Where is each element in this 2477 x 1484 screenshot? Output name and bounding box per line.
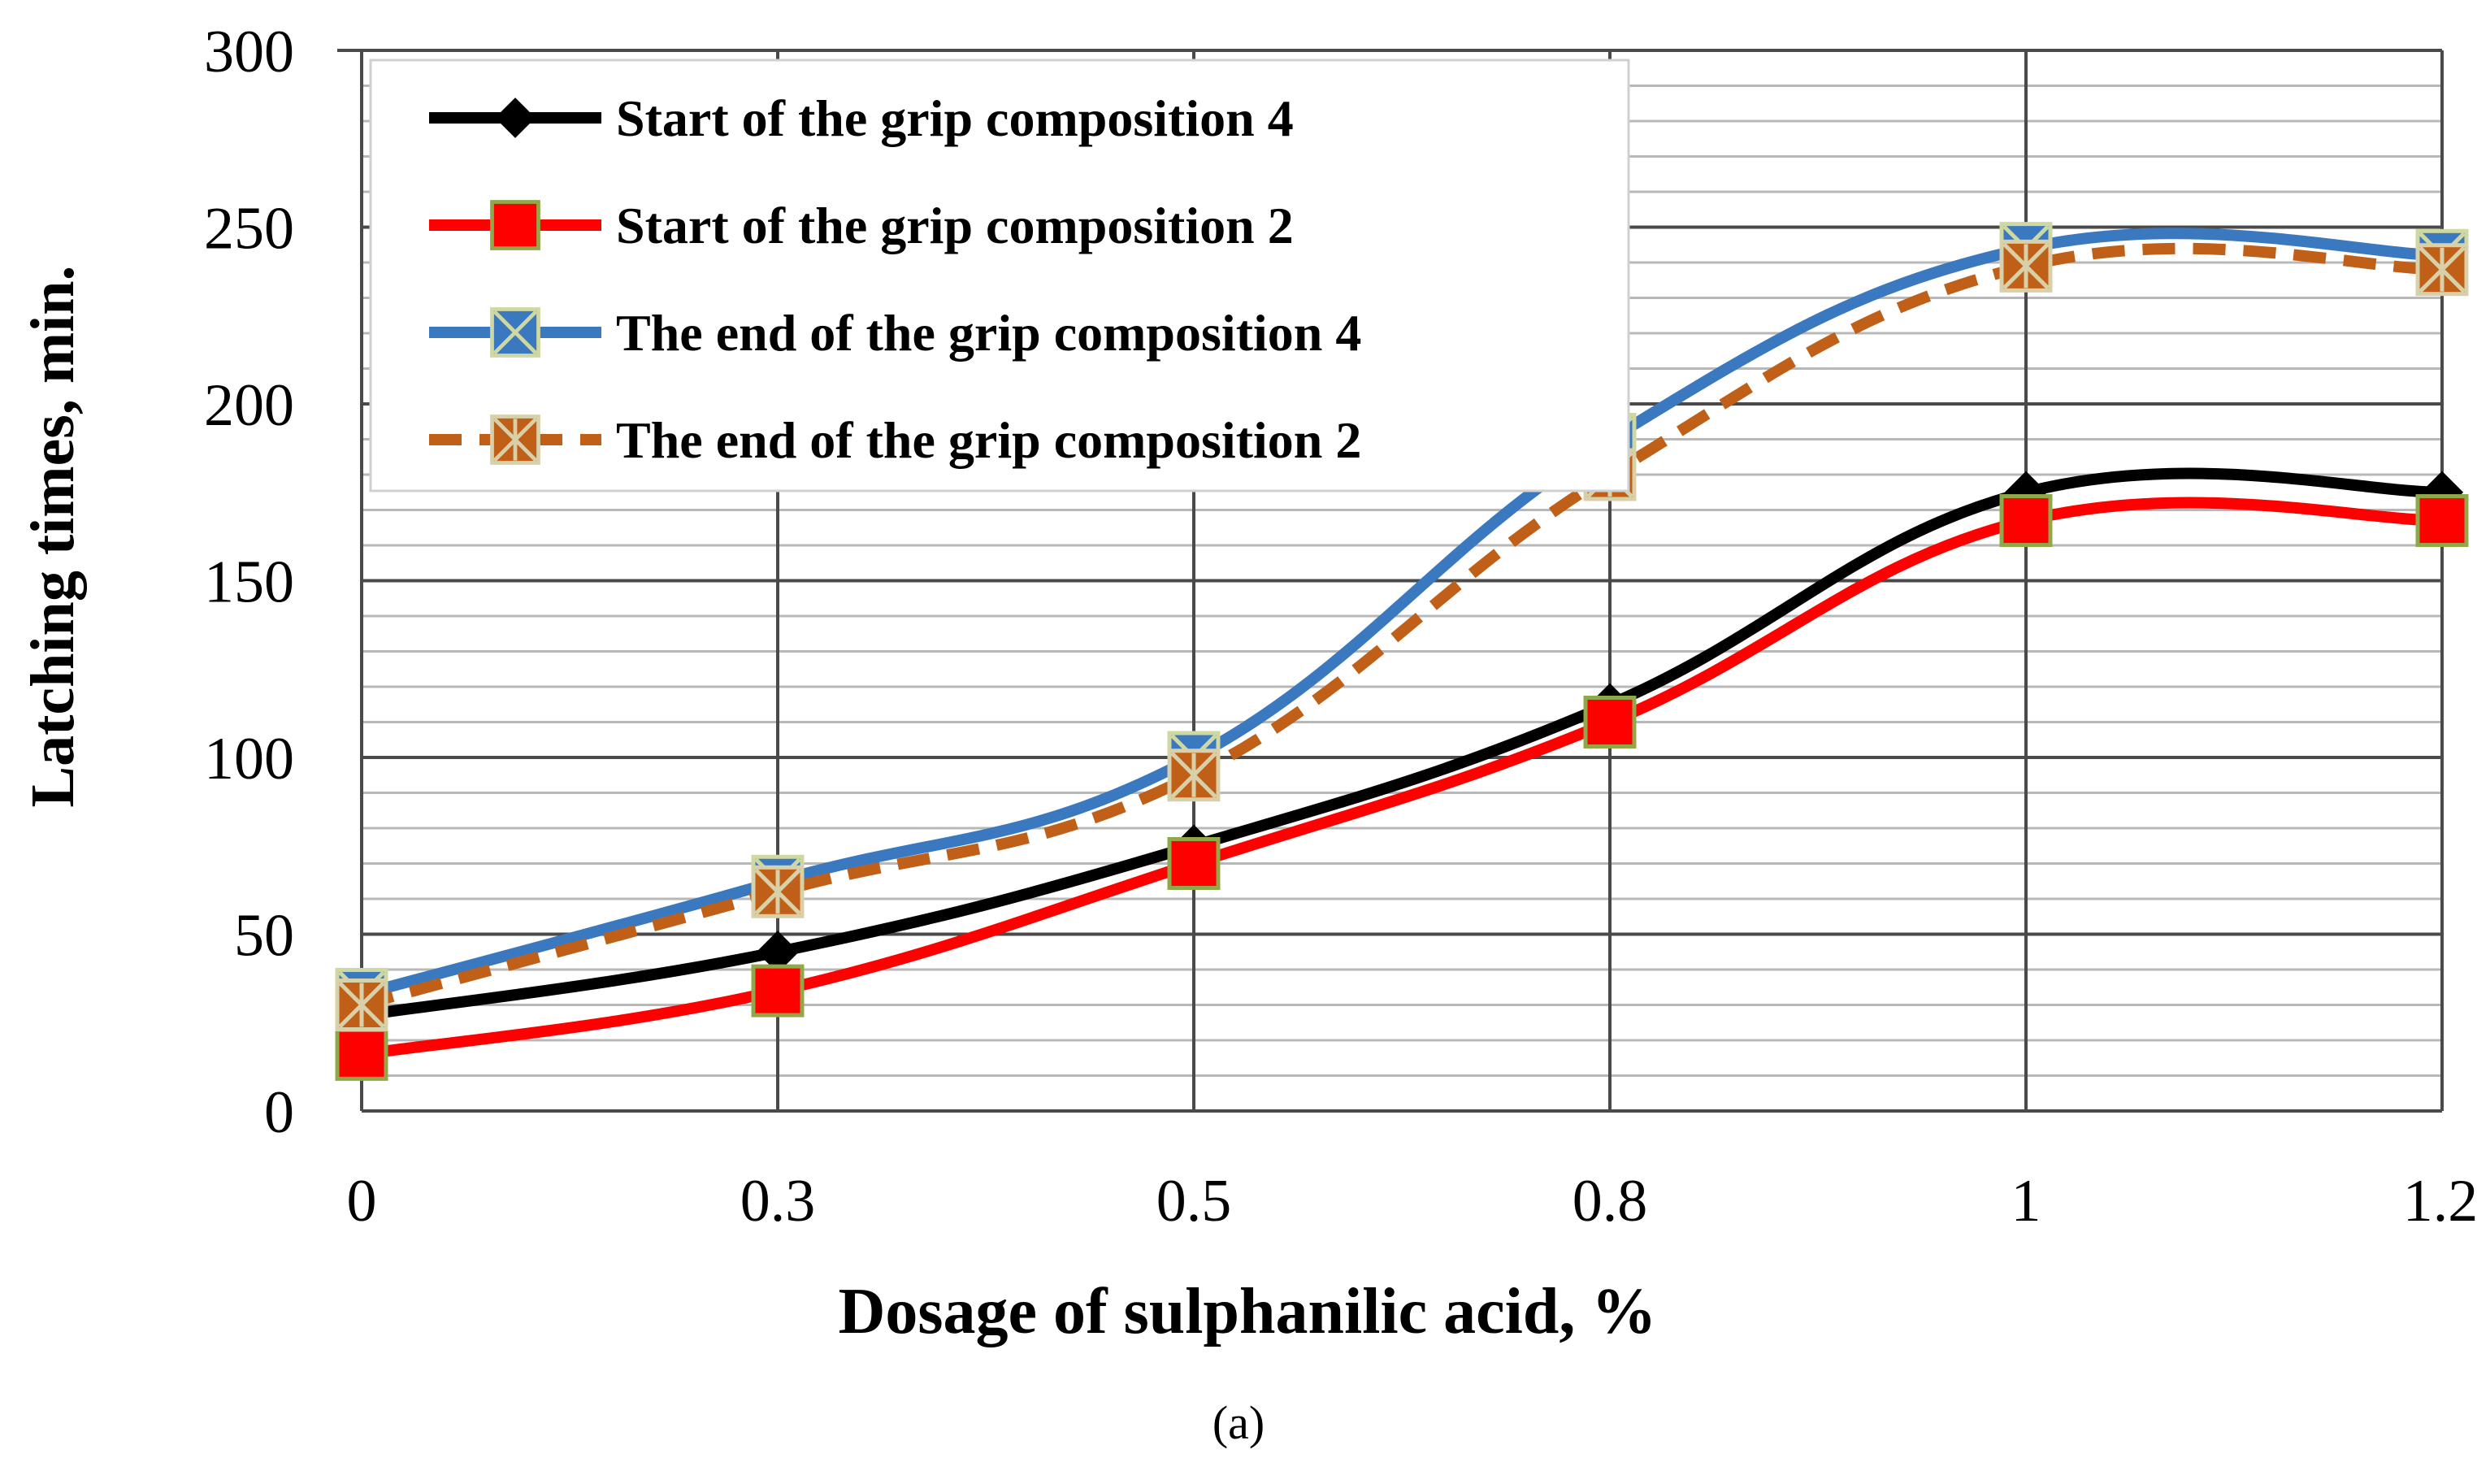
square-marker-shape bbox=[2415, 494, 2469, 548]
figure-caption: (a) bbox=[1212, 1396, 1265, 1449]
y-tick-label: 100 bbox=[204, 726, 294, 792]
x-tick-label: 1 bbox=[2011, 1168, 2041, 1234]
legend-marker bbox=[490, 414, 540, 465]
data-point-marker bbox=[1999, 494, 2053, 548]
data-point-marker bbox=[2415, 494, 2469, 548]
y-tick-label: 50 bbox=[234, 903, 294, 970]
legend-label: The end of the grip composition 2 bbox=[616, 411, 1361, 469]
x-tick-label: 1.2 bbox=[2403, 1168, 2477, 1234]
legend-item-1: Start of the grip composition 4 bbox=[429, 89, 1294, 147]
square-marker-shape bbox=[1167, 837, 1221, 890]
y-axis-title: Latching times, min. bbox=[19, 265, 87, 807]
y-tick-labels: 0 50 100 150 200 250 300 bbox=[204, 19, 294, 1146]
square-marker-shape bbox=[751, 964, 805, 1018]
legend-marker bbox=[490, 200, 540, 250]
x-tick-labels: 0 0.3 0.5 0.8 1 1.2 bbox=[347, 1168, 2477, 1234]
x-axis-title: Dosage of sulphanilic acid, % bbox=[839, 1276, 1657, 1347]
series-2 bbox=[335, 494, 2469, 1081]
x-tick-label: 0 bbox=[347, 1168, 377, 1234]
data-point-marker bbox=[751, 964, 805, 1018]
square-marker-shape bbox=[490, 200, 540, 250]
data-point-marker bbox=[2415, 243, 2469, 297]
y-tick-label: 300 bbox=[204, 19, 294, 85]
x-tick-label: 0.5 bbox=[1156, 1168, 1232, 1234]
y-tick-label: 200 bbox=[204, 372, 294, 439]
series-line bbox=[360, 497, 2443, 1061]
series-line bbox=[360, 228, 2443, 1000]
legend-item-4: The end of the grip composition 2 bbox=[429, 411, 1361, 469]
data-point-marker bbox=[751, 865, 805, 918]
x-tick-label: 0.3 bbox=[740, 1168, 816, 1234]
legend-marker bbox=[490, 307, 540, 358]
square-marker-shape bbox=[1583, 696, 1637, 749]
data-point-marker bbox=[1167, 837, 1221, 890]
data-point-marker bbox=[335, 1027, 388, 1081]
legend-label: The end of the grip composition 4 bbox=[616, 304, 1361, 362]
data-point-marker bbox=[1999, 239, 2053, 293]
series-4 bbox=[335, 239, 2469, 1031]
square-marker-shape bbox=[335, 1027, 388, 1081]
diamond-marker-shape bbox=[495, 98, 536, 138]
y-tick-label: 0 bbox=[264, 1079, 294, 1146]
series-1 bbox=[340, 467, 2464, 1037]
legend-box bbox=[369, 59, 1630, 492]
series-line bbox=[360, 467, 2443, 1022]
series-line bbox=[360, 242, 2443, 1011]
legend: Start of the grip composition 4 Start of … bbox=[369, 59, 1630, 492]
legend-item-3: The end of the grip composition 4 bbox=[429, 304, 1361, 362]
legend-item-2: Start of the grip composition 2 bbox=[429, 197, 1294, 254]
data-point-marker bbox=[335, 978, 388, 1031]
legend-label: Start of the grip composition 2 bbox=[616, 197, 1294, 254]
y-tick-label: 250 bbox=[204, 196, 294, 263]
data-point-marker bbox=[1583, 696, 1637, 749]
marker-cross-line bbox=[492, 310, 538, 355]
legend-label: Start of the grip composition 4 bbox=[616, 89, 1294, 147]
legend-marker bbox=[495, 98, 536, 138]
data-point-marker bbox=[1167, 749, 1221, 802]
series-layer bbox=[335, 222, 2469, 1081]
y-tick-label: 150 bbox=[204, 549, 294, 616]
x-tick-label: 0.8 bbox=[1573, 1168, 1648, 1234]
square-marker-shape bbox=[1999, 494, 2053, 548]
